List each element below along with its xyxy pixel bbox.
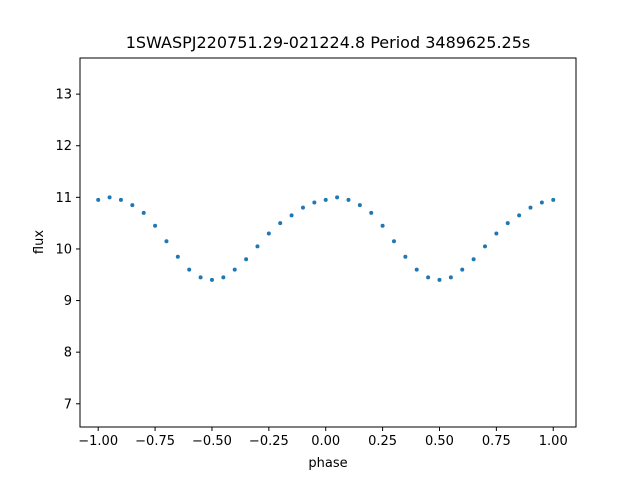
data-point	[118, 197, 123, 202]
y-tick-label: 7	[64, 397, 72, 412]
x-tick-label: −0.25	[249, 434, 289, 449]
x-axis-label: phase	[308, 456, 347, 471]
x-tick-label: 0.25	[368, 434, 397, 449]
data-point	[244, 257, 249, 262]
data-point	[494, 231, 499, 236]
data-point	[187, 267, 192, 272]
data-point	[505, 221, 510, 226]
data-point	[539, 200, 544, 205]
data-point	[221, 275, 226, 280]
data-point	[289, 213, 294, 218]
data-point	[141, 210, 146, 215]
chart-title: 1SWASPJ220751.29-021224.8 Period 3489625…	[126, 33, 531, 52]
data-point	[198, 275, 203, 280]
data-point	[551, 197, 556, 202]
x-tick-label: 0.75	[482, 434, 511, 449]
x-tick-label: 0.50	[425, 434, 454, 449]
data-point	[107, 195, 112, 200]
y-tick-label: 13	[55, 88, 72, 103]
x-tick-label: −1.00	[78, 434, 118, 449]
data-point	[528, 205, 533, 210]
y-tick-label: 9	[64, 294, 72, 309]
x-axis: −1.00 −0.75 −0.50 −0.25 0.00 0.25 0.50 0.75 1.00	[78, 427, 568, 449]
data-point	[403, 254, 408, 259]
y-tick-label: 12	[55, 139, 72, 154]
data-point	[312, 200, 317, 205]
data-point	[380, 223, 385, 228]
data-point	[164, 239, 169, 244]
data-point	[300, 205, 305, 210]
data-point	[232, 267, 237, 272]
plot-frame	[79, 57, 577, 428]
data-point	[96, 197, 101, 202]
data-point	[255, 244, 260, 249]
data-point	[335, 195, 340, 200]
data-point	[357, 203, 362, 208]
data-point	[391, 239, 396, 244]
y-axis: 7 8 9 10 11 12 13	[55, 88, 80, 412]
data-point	[517, 213, 522, 218]
data-point	[460, 267, 465, 272]
data-point	[471, 257, 476, 262]
data-point	[437, 277, 442, 282]
data-point	[209, 277, 214, 282]
y-tick-label: 10	[55, 242, 72, 257]
y-axis-label: flux	[32, 230, 47, 254]
data-point	[346, 197, 351, 202]
data-point	[278, 221, 283, 226]
y-tick-label: 8	[64, 346, 72, 361]
data-point	[369, 210, 374, 215]
x-tick-label: −0.75	[135, 434, 175, 449]
x-tick-label: −0.50	[192, 434, 232, 449]
x-tick-label: 0.00	[311, 434, 340, 449]
points-layer	[96, 195, 556, 282]
data-point	[153, 223, 158, 228]
x-tick-label: 1.00	[539, 434, 568, 449]
data-point	[266, 231, 271, 236]
data-point	[426, 275, 431, 280]
data-point	[448, 275, 453, 280]
data-point	[323, 197, 328, 202]
data-point	[414, 267, 419, 272]
data-point	[175, 254, 180, 259]
data-point	[482, 244, 487, 249]
y-tick-label: 11	[55, 191, 72, 206]
data-point	[130, 203, 135, 208]
